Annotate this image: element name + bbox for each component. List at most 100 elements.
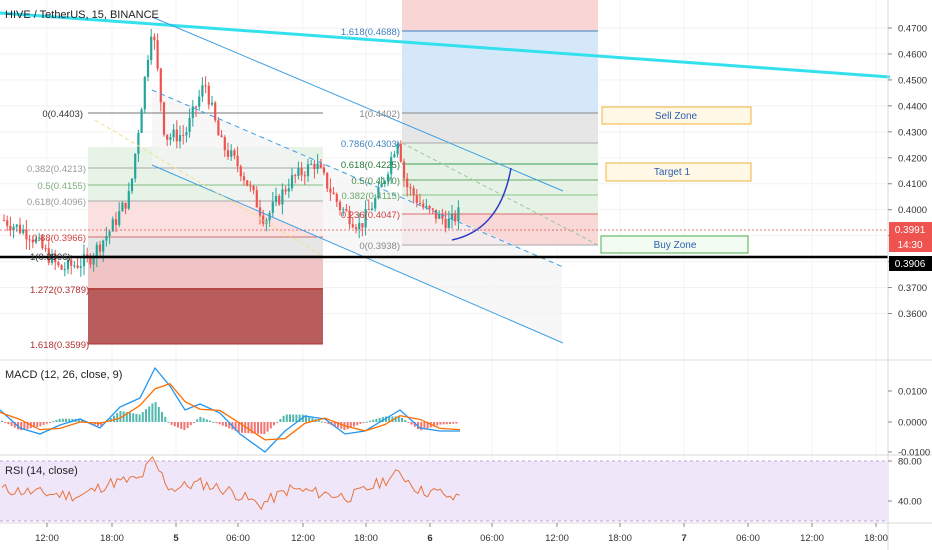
macd-histogram-bar	[401, 417, 403, 422]
candle-body	[249, 185, 252, 187]
price-tick-label: 0.4500	[898, 75, 927, 86]
macd-histogram-bar	[317, 420, 320, 422]
macd-tick-label: 0.0100	[898, 387, 927, 398]
candle-body	[361, 223, 364, 228]
candle-body	[377, 187, 380, 198]
candle-body	[201, 85, 204, 97]
candle-body	[450, 213, 454, 219]
candle-body	[274, 195, 278, 202]
candle-body	[402, 161, 406, 179]
macd-histogram-bar	[177, 422, 179, 428]
candle-body	[239, 166, 242, 177]
macd-histogram-bar	[55, 420, 58, 422]
candle-body	[441, 213, 444, 219]
candle-body	[98, 244, 102, 252]
macd-histogram-bar	[388, 416, 391, 422]
sell-zone-box: Sell Zone	[601, 106, 752, 125]
macd-histogram-bar	[52, 421, 55, 423]
time-tick-label: 12:00	[800, 533, 824, 544]
macd-histogram-bar	[135, 413, 138, 422]
macd-histogram-bar	[276, 422, 279, 423]
macd-histogram-bar	[199, 416, 202, 422]
candle-body	[66, 259, 70, 270]
candle-body	[345, 209, 348, 211]
candle-body	[310, 164, 313, 166]
macd-histogram-bar	[116, 413, 119, 422]
candle-body	[294, 175, 297, 177]
macd-histogram-bar	[33, 422, 35, 428]
fib-left-zone-darkred2	[88, 256, 323, 288]
macd-histogram-bar	[186, 422, 189, 429]
rsi-line	[1, 456, 460, 511]
macd-histogram-bar	[4, 422, 7, 423]
rsi-axis: 80.00 40.00	[888, 457, 922, 508]
candle-body	[332, 192, 335, 195]
macd-histogram-bar	[241, 422, 243, 433]
candle-body	[198, 96, 201, 107]
rsi-pane	[1, 456, 460, 511]
candle-body	[447, 218, 450, 228]
candle-body	[143, 76, 146, 110]
macd-histogram-bar	[295, 414, 298, 422]
candle-body	[262, 215, 265, 224]
price-tick-label: 0.4000	[898, 205, 927, 216]
candle-body	[111, 219, 114, 232]
candle-body	[297, 167, 300, 177]
candle-body	[367, 209, 370, 211]
candle-body	[425, 206, 428, 208]
candle-body	[146, 60, 150, 77]
candle-body	[383, 180, 386, 184]
candle-body	[108, 231, 111, 237]
time-tick-label: 18:00	[354, 533, 378, 544]
candle-body	[95, 244, 98, 258]
macd-histogram-bar	[452, 422, 455, 424]
macd-histogram-bar	[161, 411, 163, 422]
macd-histogram-bar	[7, 422, 10, 425]
candle-body	[156, 40, 159, 69]
macd-histogram-bar	[298, 414, 301, 422]
macd-histogram-bar	[215, 422, 218, 424]
sell-zone-label: Sell Zone	[655, 111, 698, 122]
fib-right-labels: 1.618(0.4688) 1(0.4402) 0.786(0.4303) 0.618…	[341, 27, 400, 252]
fib-diagonal-left	[94, 119, 324, 257]
macd-histogram-bar	[164, 416, 167, 422]
fib-right-label: 1(0.4402)	[359, 109, 400, 120]
price-tick-label: 0.3700	[898, 283, 927, 294]
candle-body	[175, 129, 178, 142]
candle-body	[303, 175, 306, 177]
candle-body	[438, 213, 441, 219]
candle-body	[374, 197, 377, 209]
candle-body	[290, 175, 294, 189]
candle-body	[230, 150, 233, 157]
macd-histogram-bar	[337, 422, 339, 428]
candle-body	[415, 195, 418, 203]
time-tick-label: 06:00	[226, 533, 250, 544]
fib-right-label: 0.618(0.4225)	[341, 160, 400, 171]
candle-body	[316, 163, 319, 169]
rsi-tick-label: 40.00	[898, 497, 922, 508]
candle-body	[252, 185, 255, 191]
candle-body	[114, 219, 118, 225]
candle-body	[457, 207, 460, 222]
macd-histogram-bar	[253, 422, 256, 434]
macd-histogram-bar	[234, 422, 237, 431]
candle-body	[399, 143, 402, 162]
last-price-text: 0.3991	[895, 225, 926, 236]
macd-histogram-bar	[397, 416, 400, 422]
candle-body	[380, 183, 383, 188]
macd-histogram-bar	[141, 412, 144, 422]
candle-body	[140, 109, 143, 133]
price-axis: 0.4700 0.4600 0.4500 0.4400 0.4300 0.4200 0.41…	[888, 24, 927, 320]
candle-body	[31, 240, 34, 243]
fib-left-label: 1.272(0.3789)	[30, 285, 89, 296]
fib-right-zone-grey	[402, 113, 598, 143]
candle-body	[121, 202, 124, 212]
candle-body	[28, 239, 31, 241]
time-tick-label: 7	[681, 533, 686, 544]
candle-body	[370, 208, 374, 211]
rsi-tick-label: 80.00	[898, 457, 922, 468]
candle-body	[409, 187, 412, 189]
candle-body	[236, 155, 239, 167]
projection-curve	[451, 167, 512, 241]
candle-body	[422, 203, 425, 208]
